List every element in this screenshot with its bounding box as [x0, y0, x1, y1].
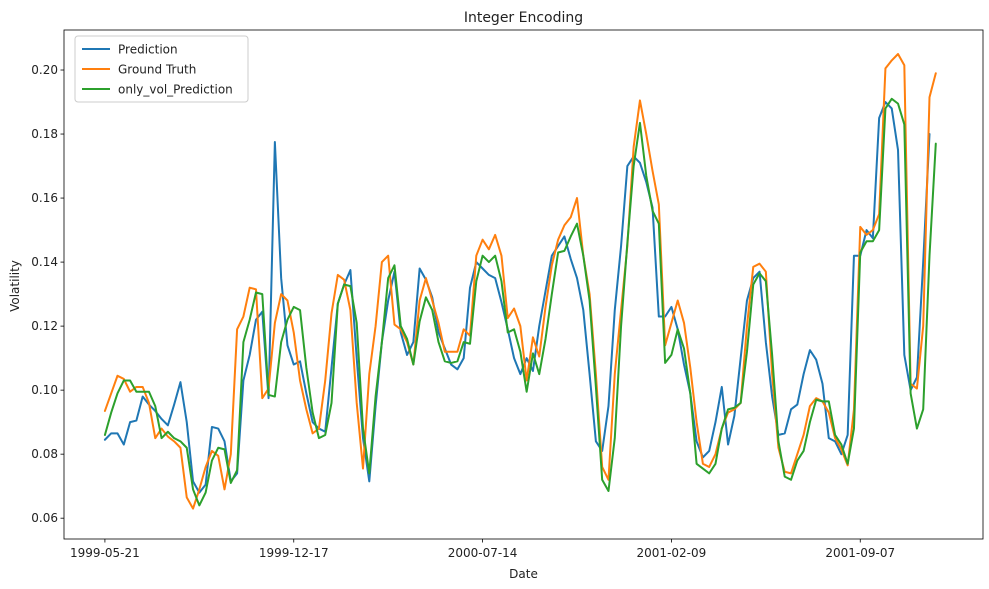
y-tick-label: 0.14	[31, 255, 58, 269]
legend-label: only_vol_Prediction	[118, 83, 233, 97]
legend-box	[74, 35, 249, 103]
chart-title: Integer Encoding	[464, 10, 583, 26]
legend-label: Ground Truth	[118, 63, 196, 77]
y-tick-label: 0.20	[31, 63, 58, 77]
series-line-only-vol-prediction	[103, 97, 937, 507]
y-axis-label: Volatility	[8, 260, 22, 312]
y-tick-label: 0.18	[31, 127, 58, 141]
y-tick-label: 0.06	[31, 511, 58, 525]
x-tick-label: 2000-07-14	[448, 546, 518, 560]
legend: Prediction Ground Truth only_vol_Predictio…	[74, 35, 249, 103]
x-axis-label: Date	[509, 567, 538, 581]
axes-frame	[63, 29, 984, 540]
series-line-prediction	[103, 101, 931, 494]
y-tick-label: 0.16	[31, 191, 58, 205]
series-line-ground-truth	[103, 53, 937, 510]
x-tick-label: 1999-12-17	[259, 546, 329, 560]
x-tick-label: 2001-09-07	[825, 546, 895, 560]
plot-area	[103, 53, 937, 510]
y-tick-label: 0.10	[31, 383, 58, 397]
y-tick-label: 0.12	[31, 319, 58, 333]
x-tick-label: 1999-05-21	[70, 546, 140, 560]
legend-label: Prediction	[118, 43, 178, 57]
x-tick-label: 2001-02-09	[637, 546, 707, 560]
y-tick-label: 0.08	[31, 447, 58, 461]
